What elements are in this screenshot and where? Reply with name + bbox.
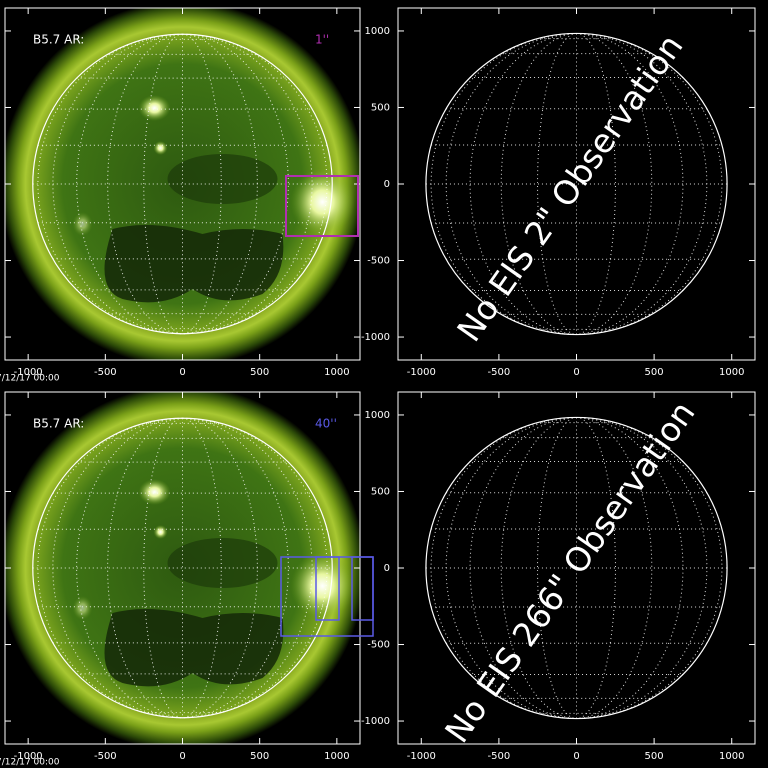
y-tick-label: 1000 — [365, 410, 390, 421]
bright-region — [72, 212, 93, 236]
longitude-line — [469, 416, 577, 720]
longitude-line — [143, 417, 183, 719]
x-tick-label: 500 — [645, 751, 664, 762]
longitude-line — [52, 33, 183, 335]
coronal-hole — [104, 225, 284, 303]
x-tick-label: 1000 — [719, 367, 744, 378]
y-tick-label: -1000 — [361, 716, 390, 727]
bright-region — [290, 168, 355, 236]
panel-label: B5.7 AR: — [33, 417, 84, 431]
longitude-line — [182, 417, 328, 719]
x-tick-label: 0 — [179, 751, 185, 762]
longitude-line — [576, 416, 684, 720]
x-tick-label: 500 — [250, 367, 269, 378]
limb — [32, 417, 333, 719]
x-tick-label: 1000 — [719, 751, 744, 762]
panel — [5, 8, 360, 360]
x-tick-label: -1000 — [14, 367, 43, 378]
x-tick-label: -500 — [488, 751, 511, 762]
limb — [425, 416, 728, 720]
y-tick-label: 0 — [384, 563, 390, 574]
x-tick-label: 0 — [179, 367, 185, 378]
coronal-hole — [167, 538, 278, 588]
panel — [425, 416, 728, 720]
bright-region — [153, 141, 168, 155]
panel — [5, 392, 360, 744]
y-tick-label: -500 — [367, 256, 390, 267]
y-tick-label: -500 — [367, 640, 390, 651]
longitude-line — [430, 416, 577, 720]
bright-region — [138, 95, 171, 121]
y-tick-label: 0 — [384, 179, 390, 190]
longitude-line — [576, 32, 723, 336]
x-tick-label: -500 — [488, 367, 511, 378]
fov-label: 40'' — [315, 417, 337, 431]
fov-box — [315, 556, 340, 621]
longitude-line — [37, 417, 183, 719]
x-tick-label: -1000 — [407, 751, 436, 762]
fov-box — [351, 556, 374, 621]
longitude-line — [430, 32, 577, 336]
longitude-line — [76, 33, 183, 335]
coronal-hole — [104, 609, 284, 687]
longitude-line — [52, 417, 183, 719]
bright-region — [138, 479, 171, 505]
longitude-line — [469, 32, 577, 336]
longitude-line — [500, 32, 577, 336]
panel-label: B5.7 AR: — [33, 33, 84, 47]
timestamp: 7/12/17 00:00 — [0, 374, 60, 384]
y-tick-label: 500 — [371, 102, 390, 113]
bright-region — [72, 596, 93, 620]
longitude-line — [182, 33, 328, 335]
longitude-line — [576, 32, 684, 336]
x-tick-label: 0 — [573, 367, 579, 378]
limb — [425, 32, 728, 336]
y-tick-label: 1000 — [365, 26, 390, 37]
fov-label: 1'' — [315, 33, 329, 47]
longitude-line — [76, 417, 183, 719]
x-tick-label: 500 — [645, 367, 664, 378]
longitude-line — [576, 416, 723, 720]
longitude-line — [576, 32, 653, 336]
x-tick-label: 1000 — [324, 367, 349, 378]
longitude-line — [182, 33, 289, 335]
longitude-line — [182, 33, 313, 335]
longitude-line — [182, 417, 222, 719]
x-tick-label: -1000 — [14, 751, 43, 762]
bright-region — [153, 525, 168, 539]
longitude-line — [143, 33, 183, 335]
longitude-line — [182, 417, 313, 719]
bright-region — [290, 552, 355, 620]
x-tick-label: -500 — [94, 751, 117, 762]
longitude-line — [182, 417, 289, 719]
limb — [32, 33, 333, 335]
coronal-hole — [167, 154, 278, 204]
longitude-line — [37, 33, 183, 335]
x-tick-label: -1000 — [407, 367, 436, 378]
x-tick-label: 500 — [250, 751, 269, 762]
x-tick-label: -500 — [94, 367, 117, 378]
x-tick-label: 1000 — [324, 751, 349, 762]
panel — [425, 32, 728, 336]
x-tick-label: 0 — [573, 751, 579, 762]
y-tick-label: -1000 — [361, 332, 390, 343]
fov-box — [285, 175, 359, 237]
timestamp: 7/12/17 00:00 — [0, 758, 60, 768]
longitude-line — [500, 416, 577, 720]
longitude-line — [576, 416, 653, 720]
longitude-line — [182, 33, 222, 335]
y-tick-label: 500 — [371, 486, 390, 497]
